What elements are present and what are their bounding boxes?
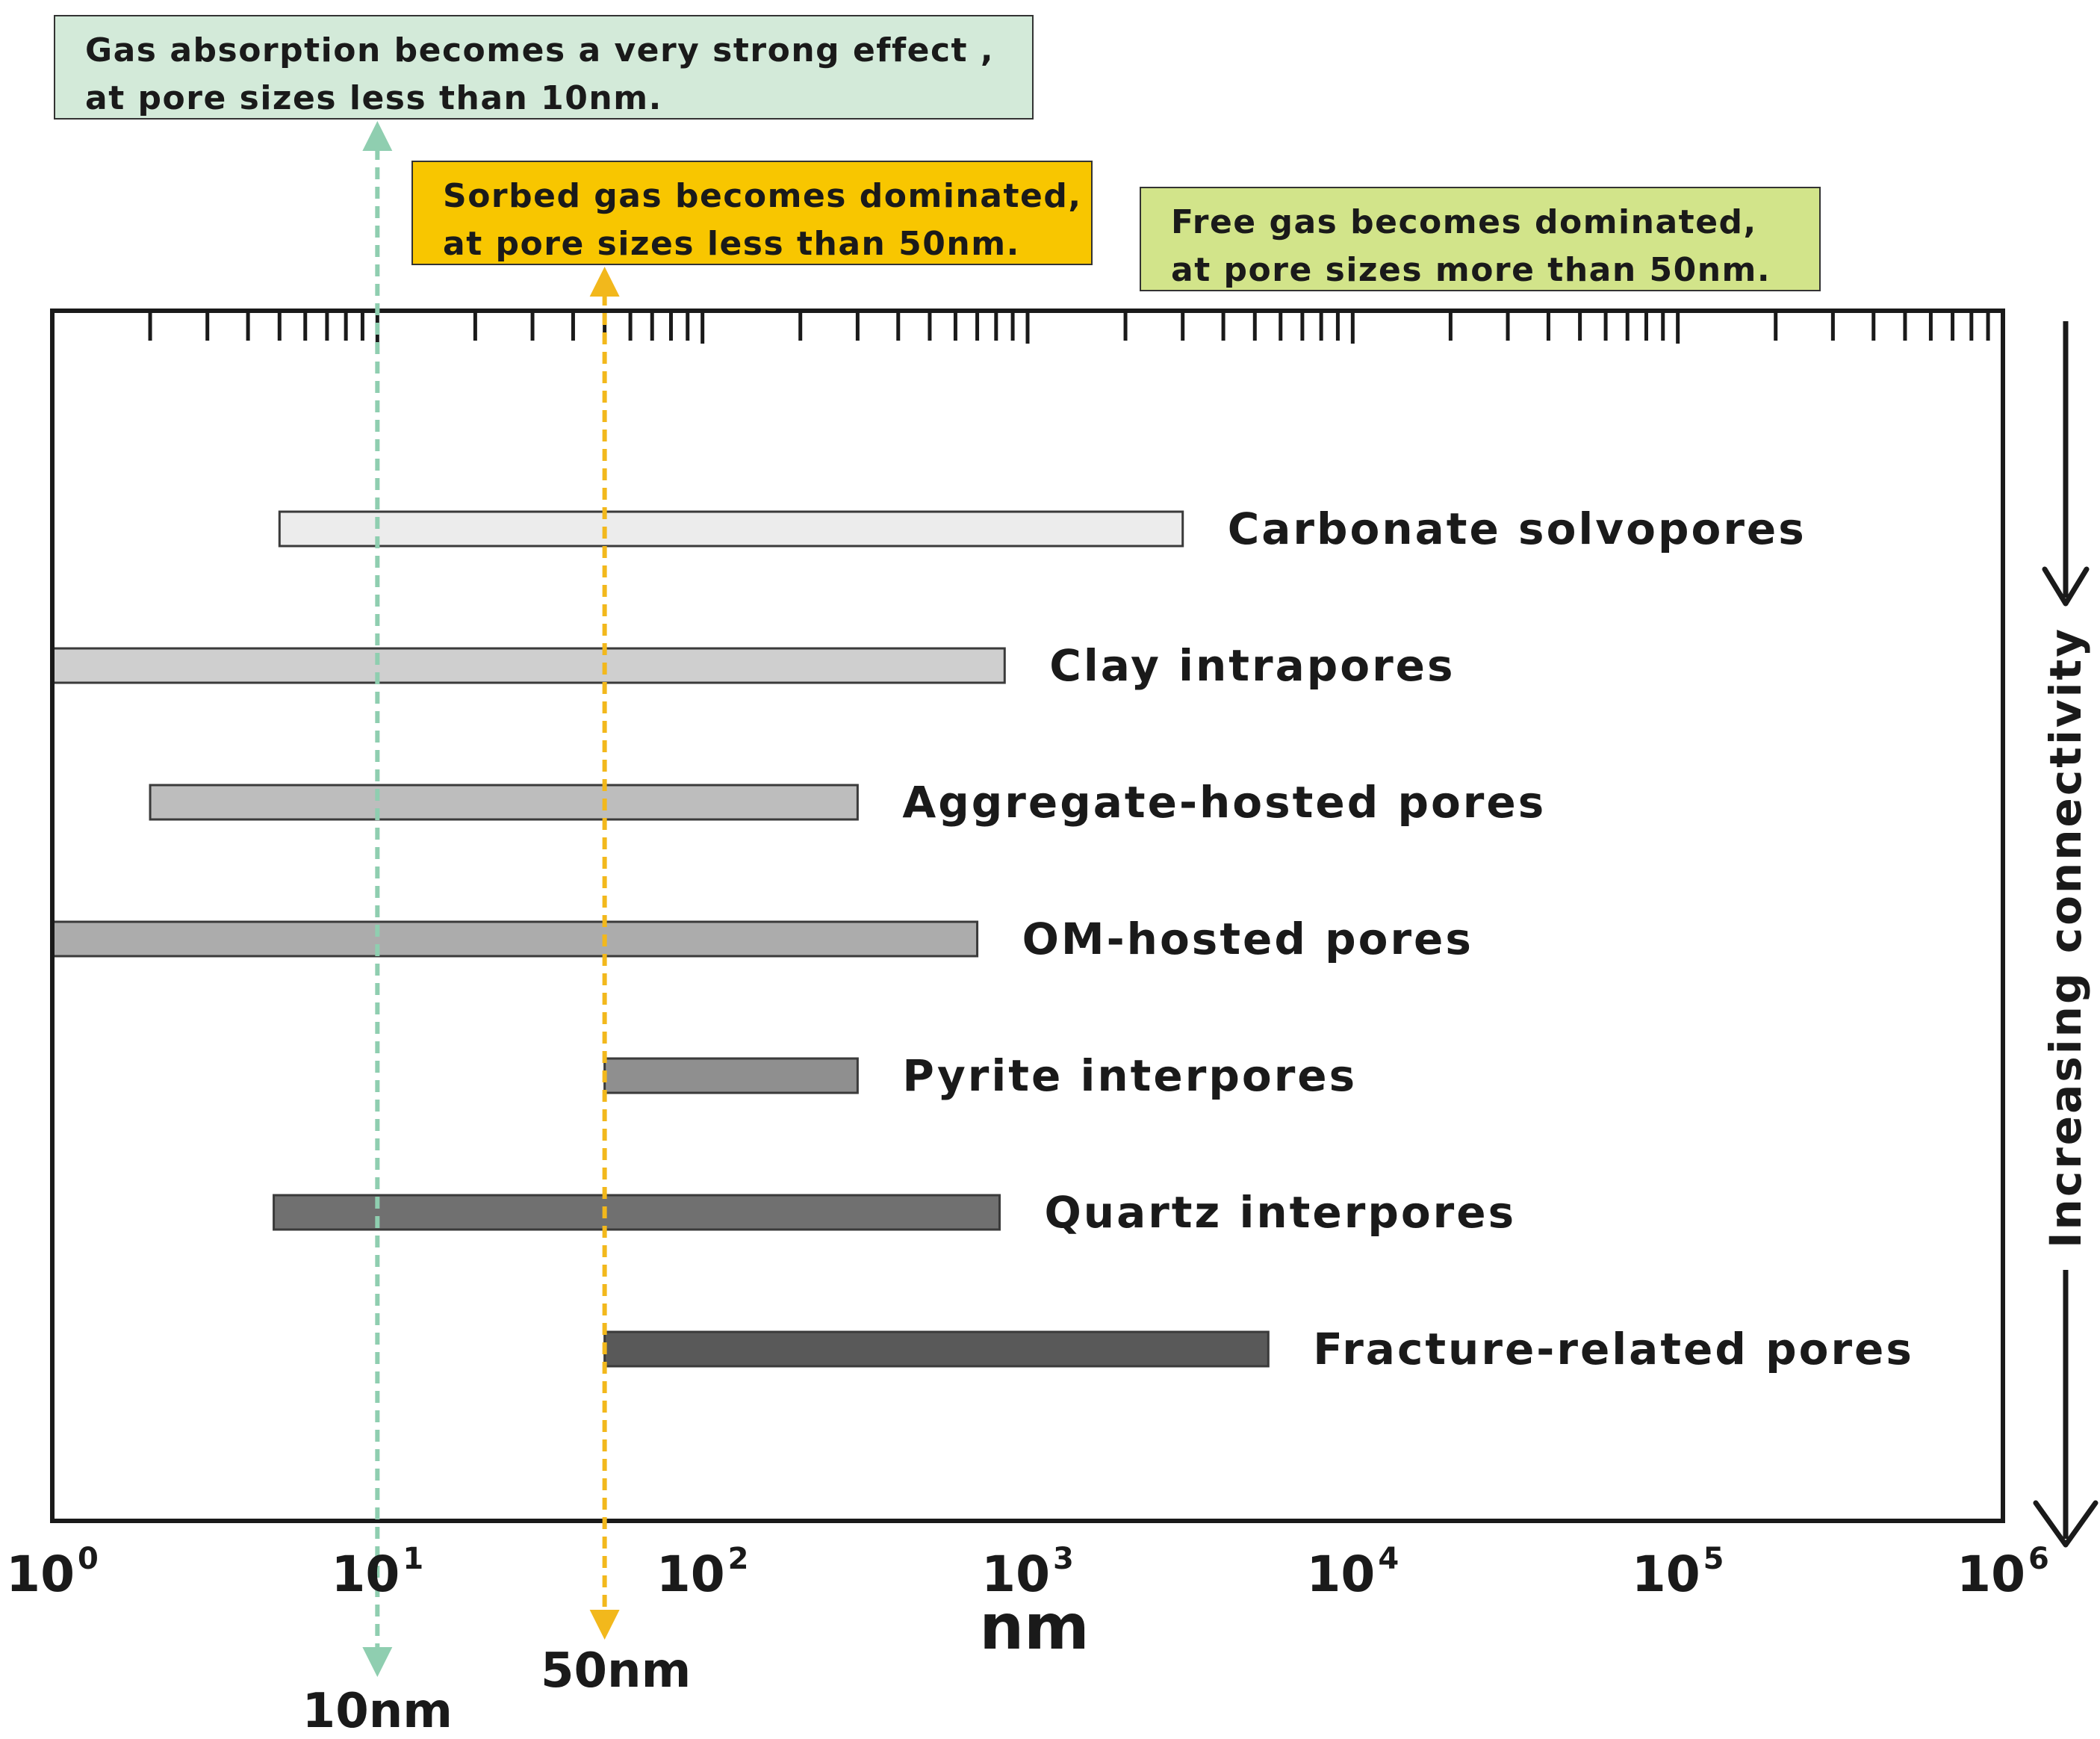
label-pyrite-interpores: Pyrite interpores	[902, 1050, 1357, 1101]
range-bar-aggregate-hosted-pores	[149, 784, 859, 821]
range-bar-pyrite-interpores	[603, 1057, 859, 1094]
free-gas-callout: Free gas becomes dominated, at pore size…	[1140, 187, 1821, 291]
label-fracture-related-pores: Fracture-related pores	[1313, 1324, 1914, 1374]
x-tick-exponent: 1	[403, 1542, 423, 1576]
label-quartz-interpores: Quartz interpores	[1044, 1187, 1516, 1238]
x-tick-label: 10 3	[981, 1542, 1074, 1603]
free-gas-line-2: at pore sizes more than 50nm.	[1171, 251, 1771, 289]
label-aggregate-hosted-pores: Aggregate-hosted pores	[902, 777, 1546, 828]
x-axis-title: nm	[979, 1590, 1089, 1664]
connectivity-label: Increasing connectivity	[2040, 627, 2091, 1248]
sorbed-gas-line-1: Sorbed gas becomes dominated,	[443, 177, 1082, 215]
x-tick-base: 10	[981, 1546, 1050, 1603]
x-tick-label: 10 2	[656, 1542, 749, 1603]
connectivity-indicator: Increasing connectivity	[2033, 321, 2099, 1548]
label-om-hosted-pores: OM-hosted pores	[1022, 914, 1473, 964]
x-tick-base: 10	[656, 1546, 725, 1603]
range-bar-fracture-related-pores	[603, 1330, 1270, 1368]
x-tick-label: 10 4	[1306, 1542, 1399, 1603]
connectivity-arrow-down-icon	[2033, 1500, 2099, 1548]
ref-10nm-arrow-up-icon	[362, 121, 393, 151]
x-tick-label: 10 5	[1632, 1542, 1724, 1603]
ref-10nm-arrow-down-icon	[362, 1647, 393, 1677]
x-tick-base: 10	[331, 1546, 400, 1603]
x-tick-label: 10 0	[6, 1542, 99, 1603]
range-bar-quartz-interpores	[273, 1194, 1001, 1231]
top-ticks-layer	[148, 311, 1990, 344]
gas-absorption-callout: Gas absorption becomes a very strong eff…	[54, 15, 1034, 120]
x-tick-base: 10	[1632, 1546, 1700, 1603]
range-bar-om-hosted-pores	[51, 920, 979, 958]
ref-50nm-label: 50nm	[541, 1643, 691, 1699]
x-tick-exponent: 6	[2028, 1542, 2049, 1576]
x-tick-exponent: 3	[1053, 1542, 1074, 1576]
label-carbonate-solvopores: Carbonate solvopores	[1228, 503, 1807, 554]
bars-layer	[51, 510, 1270, 1368]
x-tick-label: 10 1	[331, 1542, 423, 1603]
ref-50nm-arrow-up-icon	[589, 267, 620, 297]
x-tick-exponent: 5	[1703, 1542, 1724, 1576]
reference-lines-layer: 10nm 50nm	[302, 121, 691, 1739]
x-tick-exponent: 2	[728, 1542, 749, 1576]
range-bar-carbonate-solvopores	[278, 510, 1184, 548]
sorbed-gas-line-2: at pore sizes less than 50nm.	[443, 225, 1020, 263]
x-tick-exponent: 0	[78, 1542, 99, 1576]
connectivity-chevron-down-icon	[2042, 566, 2090, 607]
range-bar-clay-intrapores	[51, 647, 1006, 684]
gas-absorption-line-1: Gas absorption becomes a very strong eff…	[85, 31, 995, 69]
sorbed-gas-callout: Sorbed gas becomes dominated, at pore si…	[411, 161, 1093, 265]
ref-10nm-label: 10nm	[302, 1684, 453, 1739]
plot-frame	[50, 309, 2005, 1523]
free-gas-line-1: Free gas becomes dominated,	[1171, 203, 1757, 241]
x-tick-base: 10	[1957, 1546, 2025, 1603]
x-axis-labels-layer: 10 0 10 1 10 2 10 3 10 4 10 5 10 6	[6, 1542, 2049, 1603]
category-labels-layer: Carbonate solvopores Clay intrapores Aggre…	[902, 503, 1914, 1374]
ref-50nm-arrow-down-icon	[589, 1610, 620, 1640]
x-tick-exponent: 4	[1378, 1542, 1399, 1576]
gas-absorption-line-2: at pore sizes less than 10nm.	[85, 79, 662, 117]
x-tick-label: 10 6	[1957, 1542, 2049, 1603]
x-tick-base: 10	[6, 1546, 75, 1603]
x-tick-base: 10	[1306, 1546, 1375, 1603]
label-clay-intrapores: Clay intrapores	[1049, 640, 1455, 691]
